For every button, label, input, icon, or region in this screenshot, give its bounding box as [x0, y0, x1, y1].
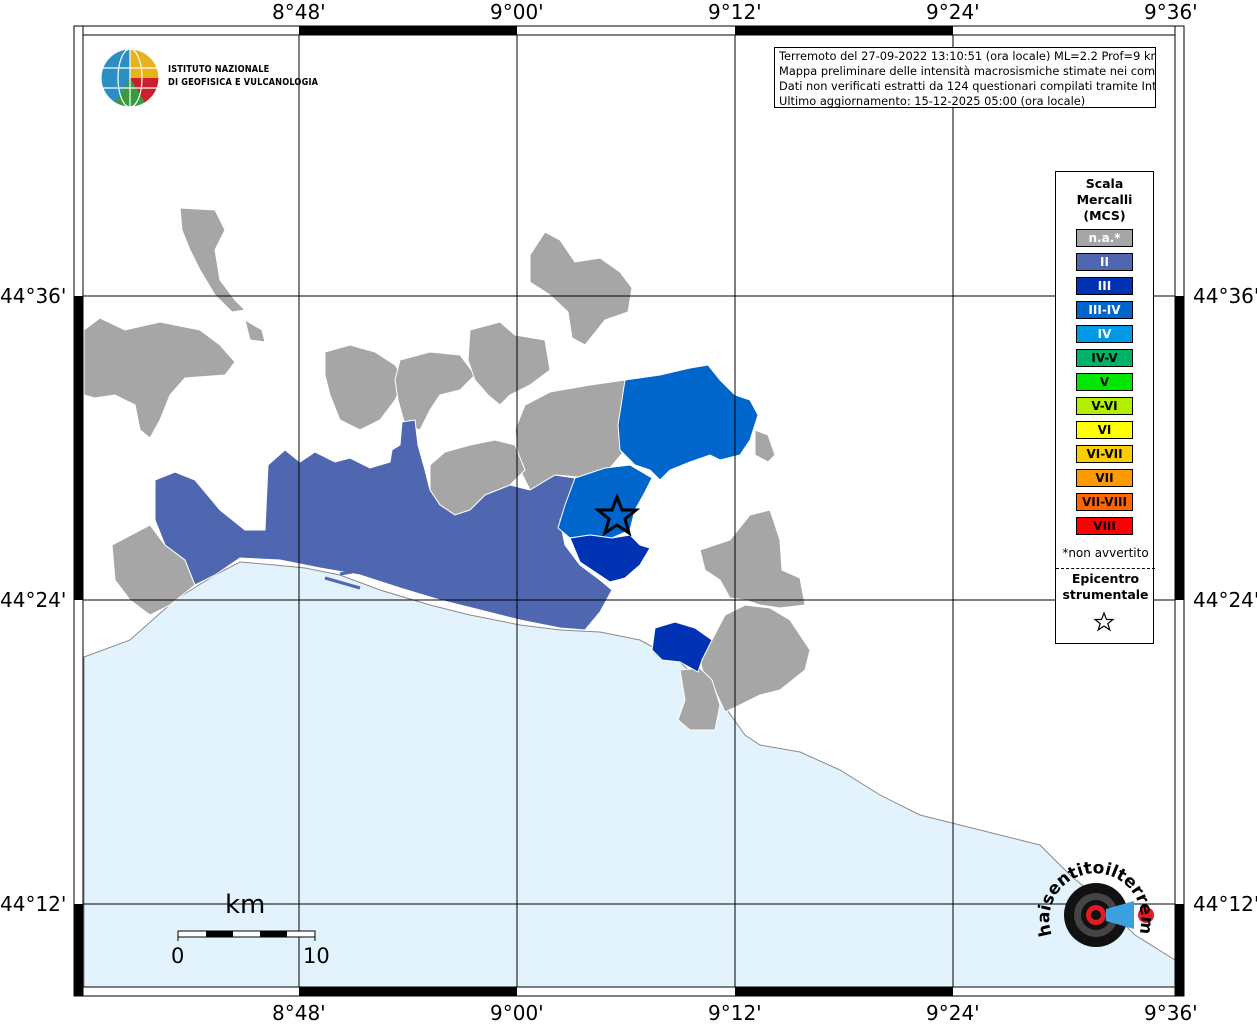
hsit-logo: [1064, 883, 1154, 947]
ingv-name-line2: DI GEOFISICA E VULCANOLOGIA: [168, 77, 319, 88]
legend-swatch: V: [1076, 373, 1133, 391]
municipality-na: [754, 429, 776, 463]
legend-swatch: III-IV: [1076, 301, 1133, 319]
municipality-na: [467, 321, 551, 406]
event-info-line: Mappa preliminare delle intensità macros…: [779, 64, 1156, 78]
lat-label-right: 44°12': [1193, 892, 1257, 916]
legend-title-line: Scala: [1085, 176, 1124, 191]
municipality-na: [394, 351, 476, 431]
municipality-na: [111, 524, 196, 616]
municipality-na: [677, 667, 721, 731]
lon-label-bottom: 9°00': [490, 1001, 544, 1025]
scale-bar-graphic: [177, 930, 316, 941]
lon-label-bottom: 9°24': [926, 1001, 980, 1025]
legend-swatch: VI: [1076, 421, 1133, 439]
legend-title-line: Mercalli: [1076, 192, 1133, 207]
ingv-name-line1: ISTITUTO NAZIONALE: [168, 64, 270, 75]
legend-not-felt-note: *non avvertito: [1062, 546, 1149, 560]
municipality-na: [244, 318, 266, 343]
event-info-box: Terremoto del 27-09-2022 13:10:51 (ora l…: [774, 47, 1156, 108]
municipality-na: [83, 317, 236, 439]
event-info-line: Dati non verificati estratti da 124 ques…: [779, 79, 1156, 93]
map-frame-bars: [73, 25, 1185, 997]
lat-label-left: 44°24': [0, 588, 67, 612]
legend-title-line: (MCS): [1083, 208, 1126, 223]
intensity-II-region: [154, 419, 613, 631]
lon-label-top: 9°00': [490, 0, 544, 24]
harbour-piers: [324, 570, 361, 590]
intensity-III-region: [569, 534, 651, 583]
legend-epicenter-line: strumentale: [1062, 587, 1149, 602]
lon-label-top: 9°24': [926, 0, 980, 24]
legend-divider: [1056, 568, 1155, 569]
legend-swatch: VIII: [1076, 517, 1133, 535]
ingv-name: ISTITUTO NAZIONALE DI GEOFISICA E VULCAN…: [168, 63, 318, 89]
event-info-line: Ultimo aggiornamento: 15-12-2025 05:00 (…: [779, 94, 1086, 108]
legend-swatch: III: [1076, 277, 1133, 295]
event-info-line: Terremoto del 27-09-2022 13:10:51 (ora l…: [779, 49, 1156, 63]
legend-epicenter-label: Epicentro strumentale: [1056, 571, 1155, 603]
ingv-logo: [100, 48, 160, 108]
municipality-na: [699, 509, 806, 609]
legend-swatch: VII: [1076, 469, 1133, 487]
legend-swatch: VI-VII: [1076, 445, 1133, 463]
municipality-na: [699, 604, 811, 713]
municipality-na: [324, 344, 406, 431]
legend-epicenter-line: Epicentro: [1071, 571, 1140, 586]
legend-swatch: IV-V: [1076, 349, 1133, 367]
scale-bar-end: 10: [303, 944, 330, 968]
lat-label-right: 44°36': [1193, 284, 1257, 308]
legend-swatch: VII-VIII: [1076, 493, 1133, 511]
municipality-na: [529, 231, 633, 346]
lat-label-right: 44°24': [1193, 588, 1257, 612]
scale-bar-unit: km: [225, 890, 266, 920]
intensity-III-IV-region: [557, 464, 653, 539]
lon-label-bottom: 8°48': [272, 1001, 326, 1025]
legend-swatch: II: [1076, 253, 1133, 271]
lat-label-left: 44°12': [0, 892, 67, 916]
intensity-III-IV-region: [617, 364, 759, 481]
scale-bar-start: 0: [171, 944, 185, 968]
lon-label-top: 9°36': [1144, 0, 1198, 24]
municipality-na: [179, 207, 247, 313]
lon-label-bottom: 9°12': [708, 1001, 762, 1025]
legend-swatch: IV: [1076, 325, 1133, 343]
lon-label-bottom: 9°36': [1144, 1001, 1198, 1025]
lat-label-left: 44°36': [0, 284, 67, 308]
legend-swatch: n.a.*: [1076, 229, 1133, 247]
epicenter-star: [593, 492, 641, 537]
lon-label-top: 9°12': [708, 0, 762, 24]
mcs-legend: Scala Mercalli (MCS) n.a.* II III III-IV IV I…: [1055, 171, 1155, 644]
intensity-III-regions: [569, 534, 713, 673]
lon-label-top: 8°48': [272, 0, 326, 24]
legend-epicenter-star-icon: [1093, 611, 1115, 632]
intensity-III-IV-regions: [557, 364, 759, 539]
graticule: [74, 26, 1184, 996]
intensity-III-region: [651, 621, 713, 673]
municipalities-not-available: [83, 207, 811, 731]
legend-title: Scala Mercalli (MCS): [1056, 176, 1153, 224]
legend-swatch: V-VI: [1076, 397, 1133, 415]
